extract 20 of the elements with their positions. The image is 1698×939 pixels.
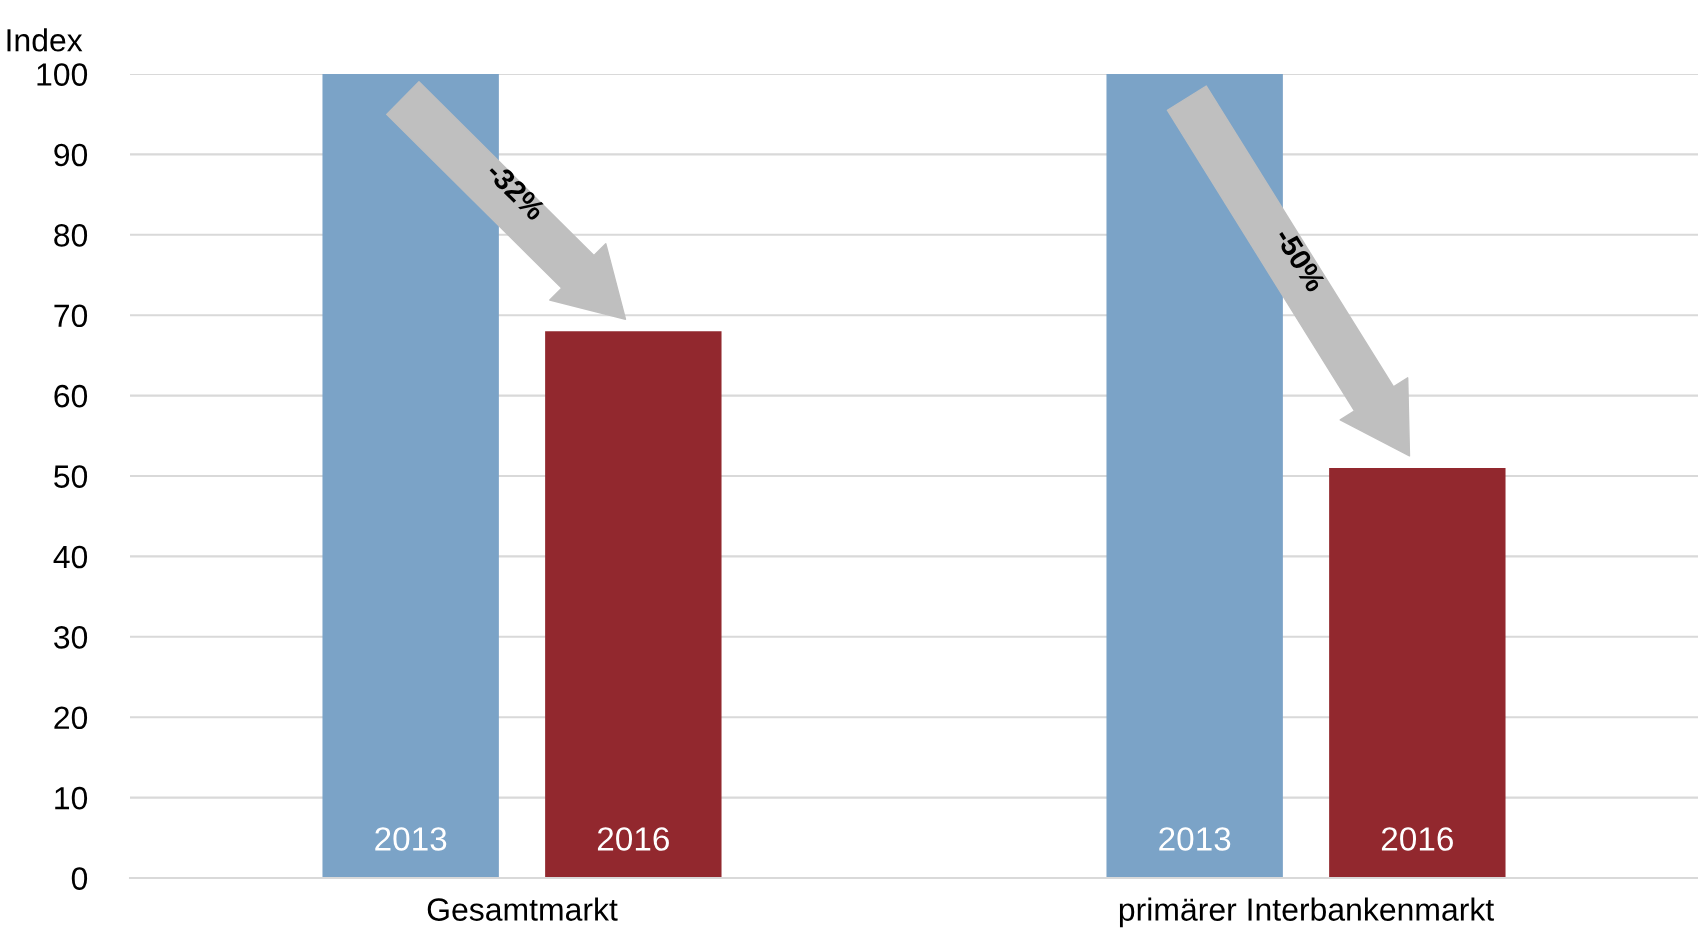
text: 2016 (1381, 827, 1453, 851)
text: 2013 (1159, 827, 1231, 851)
y-axis-title: Index (7, 28, 83, 52)
y-tick-label: 100 (37, 63, 88, 86)
y-tick-label: 70 (54, 304, 88, 328)
y-tick-label: 40 (53, 545, 88, 569)
series-label: 2013 (375, 827, 447, 851)
y-tick-label: 20 (54, 706, 88, 730)
x-tick-label: Gesamtmarkt (427, 897, 618, 921)
y-tick-label: 60 (54, 384, 88, 408)
y-tick-label: 10 (55, 786, 88, 810)
series-label: 2016 (597, 827, 669, 851)
x-tick-label: primärer Interbankenmarkt (1119, 897, 1494, 928)
y-tick-label: 0 (71, 867, 88, 890)
bar (545, 331, 722, 878)
y-tick-label: 50 (54, 465, 88, 488)
y-tick-label: 30 (54, 626, 88, 649)
y-tick-label: 80 (54, 224, 88, 247)
bar (1329, 467, 1506, 878)
y-tick-label: 90 (54, 143, 88, 167)
